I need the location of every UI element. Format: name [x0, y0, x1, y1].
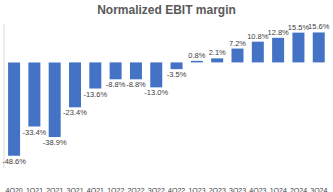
- svg-text:12.8%: 12.8%: [267, 28, 289, 37]
- svg-text:3Q23: 3Q23: [229, 187, 246, 192]
- svg-text:4Q20: 4Q20: [8, 187, 23, 192]
- svg-text:-38.9%: -38.9%: [43, 138, 67, 147]
- svg-text:-3.5%: -3.5%: [167, 70, 187, 79]
- svg-text:1Q22: 1Q22: [107, 187, 124, 192]
- svg-text:4Q23: 4Q23: [249, 187, 266, 192]
- svg-text:2Q21: 2Q21: [46, 187, 63, 192]
- svg-text:-8.8%: -8.8%: [126, 80, 146, 89]
- svg-text:2Q23: 2Q23: [209, 187, 226, 192]
- svg-text:15.5%: 15.5%: [288, 23, 310, 32]
- svg-text:2Q22: 2Q22: [127, 187, 144, 192]
- svg-text:3Q24: 3Q24: [310, 187, 325, 192]
- svg-text:2.1%: 2.1%: [209, 48, 226, 57]
- svg-text:-48.6%: -48.6%: [8, 157, 26, 166]
- svg-text:4Q22: 4Q22: [168, 187, 185, 192]
- svg-text:-33.4%: -33.4%: [22, 128, 46, 137]
- svg-text:3Q21: 3Q21: [67, 187, 84, 192]
- svg-text:1Q24: 1Q24: [270, 187, 287, 192]
- svg-text:-23.4%: -23.4%: [63, 108, 87, 117]
- html-text:Normalized EBIT margin: Normalized EBIT margin: [97, 3, 236, 17]
- svg-text:-13.0%: -13.0%: [144, 88, 168, 97]
- svg-text:-8.8%: -8.8%: [106, 80, 126, 89]
- svg-text:4Q21: 4Q21: [87, 187, 104, 192]
- svg-text:1Q21: 1Q21: [26, 187, 43, 192]
- svg-text:15.6%: 15.6%: [308, 22, 325, 31]
- svg-text:-13.6%: -13.6%: [83, 90, 107, 99]
- svg-text:0.8%: 0.8%: [188, 51, 205, 60]
- svg-text:2Q24: 2Q24: [290, 187, 307, 192]
- svg-text:3Q22: 3Q22: [148, 187, 165, 192]
- svg-text:10.8%: 10.8%: [247, 32, 269, 41]
- svg-text:7.2%: 7.2%: [229, 39, 246, 48]
- svg-text:1Q23: 1Q23: [188, 187, 205, 192]
